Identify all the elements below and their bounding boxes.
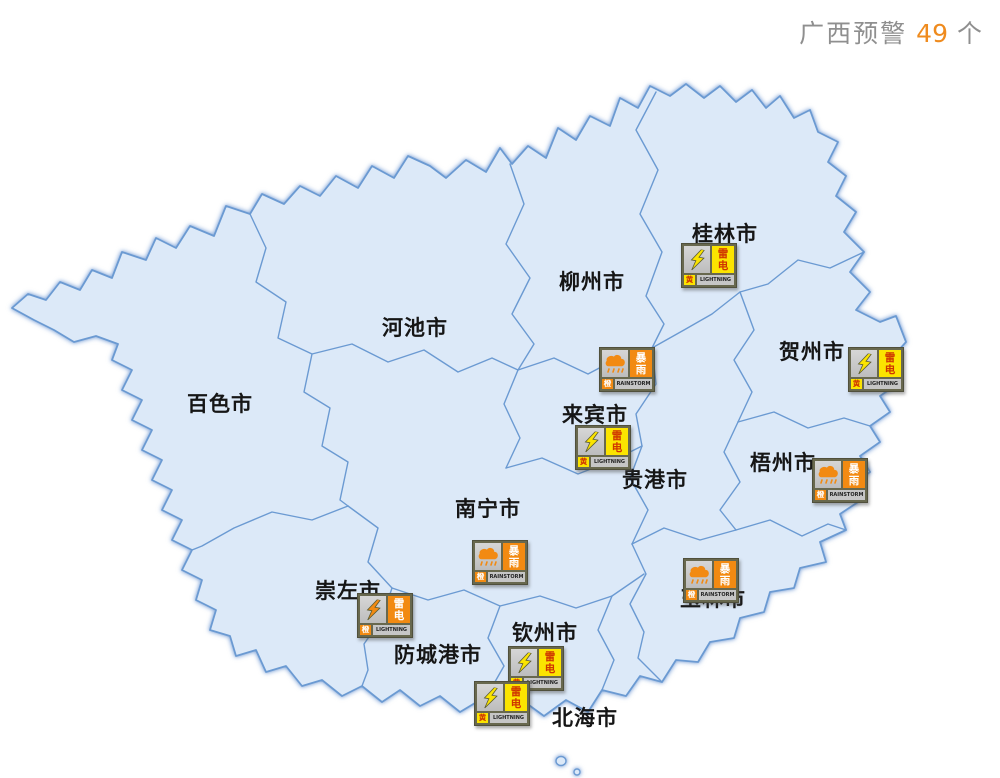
warnings-count: 49	[916, 19, 948, 48]
warning-type-text-en: RAINSTORM	[699, 590, 736, 600]
warning-type-text: 暴雨	[843, 461, 865, 488]
warnings-header: 广西预警 49 个	[799, 14, 984, 50]
city-label-liuzhou: 柳州市	[559, 270, 625, 294]
rainstorm-cloud-icon	[689, 565, 709, 584]
warning-type-text: 雷电	[505, 684, 527, 711]
warning-symbol-cell	[815, 461, 841, 488]
warning-type-text: 雷电	[539, 649, 561, 676]
warnings-header-title: 广西预警	[799, 19, 908, 48]
warning-level-text: 黄	[578, 457, 589, 467]
warning-type-text: 雷电	[712, 246, 734, 273]
warning-type-text-en: LIGHTNING	[864, 379, 901, 389]
rainstorm-cloud-icon	[605, 354, 625, 373]
warning-level-text: 黄	[477, 713, 488, 723]
warning-type-text-en: LIGHTNING	[697, 275, 734, 285]
warning-symbol-cell	[686, 561, 712, 588]
city-label-hezhou: 贺州市	[779, 340, 845, 364]
warning-type-text: 雷电	[388, 596, 410, 623]
warning-level-text: 黄	[684, 275, 695, 285]
warning-type-text-en: RAINSTORM	[615, 379, 652, 389]
island	[573, 768, 581, 776]
warning-symbol-cell	[360, 596, 386, 623]
lightning-bolt-icon	[584, 430, 599, 452]
warning-level-text: 橙	[475, 572, 486, 582]
warning-icon-hezhou-lightning-yellow[interactable]: 雷电 黄 LIGHTNING	[848, 347, 904, 392]
warning-type-text-en: LIGHTNING	[373, 625, 410, 635]
rainstorm-cloud-icon	[478, 547, 498, 566]
warning-icon-beihai-lightning-yellow[interactable]: 雷电 黄 LIGHTNING	[474, 681, 530, 726]
warning-type-text: 雷电	[879, 350, 901, 377]
city-label-qinzhou: 钦州市	[512, 621, 578, 645]
lightning-bolt-icon	[366, 598, 381, 620]
warning-icon-guilin-lightning-yellow[interactable]: 雷电 黄 LIGHTNING	[681, 243, 737, 288]
warning-level-text: 橙	[815, 490, 826, 500]
city-label-nanning: 南宁市	[455, 497, 521, 521]
warning-icon-nanning-rainstorm-orange[interactable]: 暴雨 橙 RAINSTORM	[472, 540, 528, 585]
warning-level-text: 橙	[602, 379, 613, 389]
lightning-bolt-icon	[690, 248, 705, 270]
warning-level-text: 橙	[686, 590, 697, 600]
warning-type-text-en: RAINSTORM	[488, 572, 525, 582]
warning-type-text-en: LIGHTNING	[591, 457, 628, 467]
warning-type-text: 暴雨	[714, 561, 736, 588]
lightning-bolt-icon	[857, 352, 872, 374]
warning-symbol-cell	[511, 649, 537, 676]
warning-icon-laibin-lightning-yellow[interactable]: 雷电 黄 LIGHTNING	[575, 425, 631, 470]
warning-symbol-cell	[475, 543, 501, 570]
warnings-unit: 个	[956, 19, 984, 48]
city-label-guigang: 贵港市	[622, 468, 688, 492]
city-label-laibin: 来宾市	[562, 403, 628, 427]
warning-type-text-en: RAINSTORM	[828, 490, 865, 500]
city-label-baise: 百色市	[187, 392, 253, 416]
warning-type-text-en: LIGHTNING	[524, 678, 561, 688]
island	[555, 755, 567, 767]
city-label-fangchenggang: 防城港市	[394, 643, 482, 667]
warning-symbol-cell	[684, 246, 710, 273]
rainstorm-cloud-icon	[818, 465, 838, 484]
warning-level-text: 橙	[360, 625, 371, 635]
province-outline	[11, 83, 907, 717]
warning-type-text: 雷电	[606, 428, 628, 455]
warning-symbol-cell	[851, 350, 877, 377]
warning-icon-liuzhou-rainstorm-orange[interactable]: 暴雨 橙 RAINSTORM	[599, 347, 655, 392]
warning-icon-chongzuo-lightning-orange[interactable]: 雷电 橙 LIGHTNING	[357, 593, 413, 638]
warning-type-text-en: LIGHTNING	[490, 713, 527, 723]
lightning-bolt-icon	[517, 651, 532, 673]
warning-symbol-cell	[602, 350, 628, 377]
warning-type-text: 暴雨	[630, 350, 652, 377]
city-label-hechi: 河池市	[382, 316, 448, 340]
city-label-beihai: 北海市	[552, 706, 618, 730]
lightning-bolt-icon	[483, 686, 498, 708]
warning-level-text: 黄	[851, 379, 862, 389]
city-label-wuzhou: 梧州市	[750, 451, 816, 475]
warning-type-text: 暴雨	[503, 543, 525, 570]
warning-icon-yulin-rainstorm-orange[interactable]: 暴雨 橙 RAINSTORM	[683, 558, 739, 603]
city-label-guilin: 桂林市	[692, 222, 758, 246]
warning-icon-wuzhou-rainstorm-orange[interactable]: 暴雨 橙 RAINSTORM	[812, 458, 868, 503]
warning-symbol-cell	[578, 428, 604, 455]
warning-symbol-cell	[477, 684, 503, 711]
